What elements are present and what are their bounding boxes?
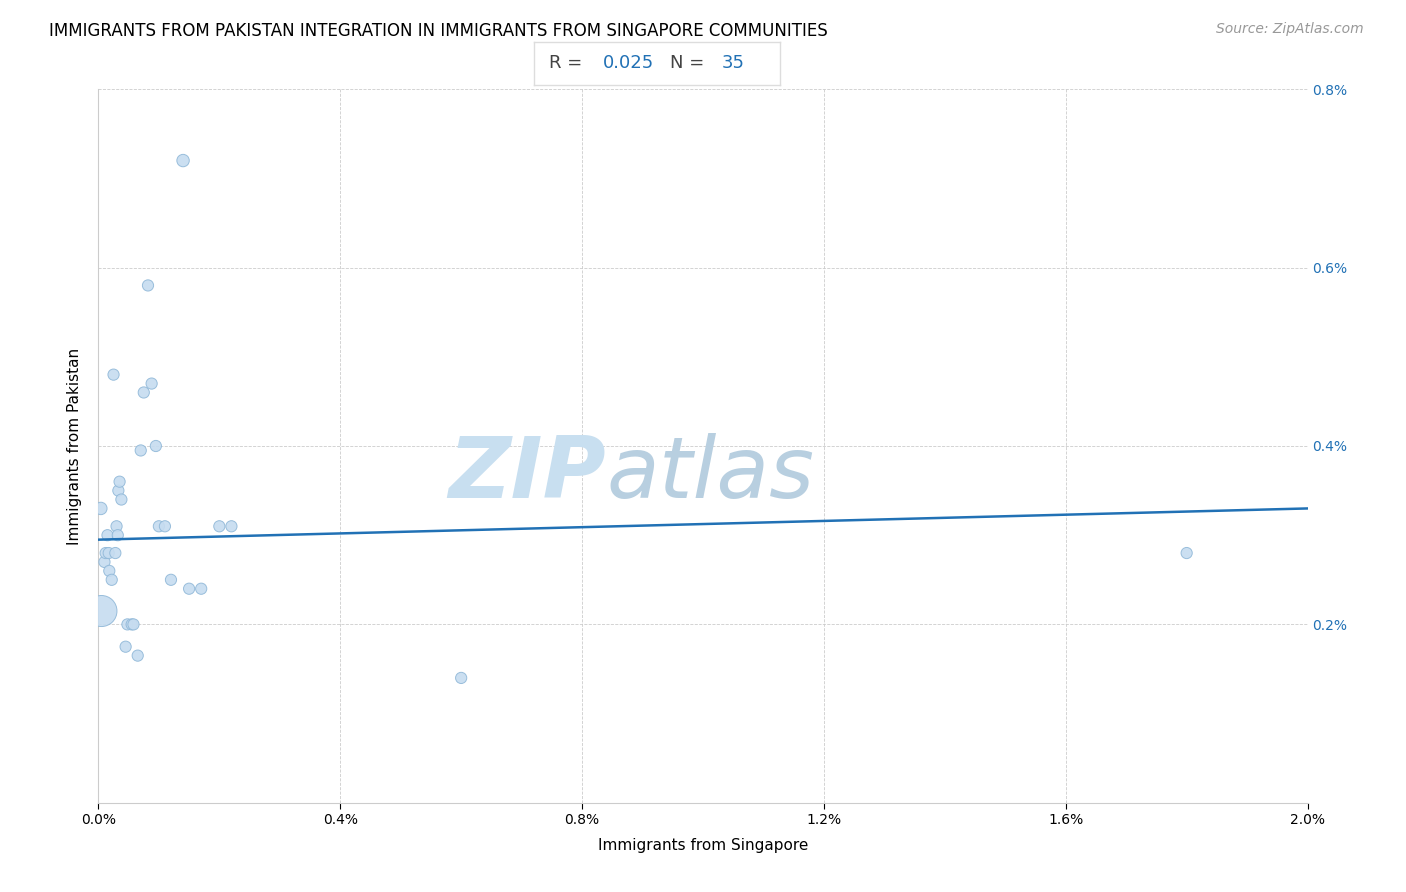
Point [96,528,118,542]
Point [190,582,212,596]
Text: Source: ZipAtlas.com: Source: ZipAtlas.com [1216,22,1364,37]
Point [98,564,121,578]
Point [100,573,122,587]
Point [153,519,176,533]
Point [90,501,112,516]
Point [148,519,170,533]
Text: ZIP: ZIP [449,433,606,516]
Point [104,546,127,560]
Point [221,519,243,533]
Text: atlas: atlas [606,433,814,516]
Point [107,483,129,498]
Point [97,546,120,560]
Text: 0.025: 0.025 [603,54,654,72]
Point [122,617,145,632]
Text: IMMIGRANTS FROM PAKISTAN INTEGRATION IN IMMIGRANTS FROM SINGAPORE COMMUNITIES: IMMIGRANTS FROM PAKISTAN INTEGRATION IN … [49,22,828,40]
Point [132,385,155,400]
Point [450,671,472,685]
Text: N =: N = [669,54,710,72]
Text: R =: R = [548,54,588,72]
Point [105,519,128,533]
Y-axis label: Immigrants from Pakistan: Immigrants from Pakistan [67,348,83,544]
Point [172,153,194,168]
Point [121,617,143,632]
Point [110,492,132,507]
Point [93,555,115,569]
Point [108,475,131,489]
Point [160,573,183,587]
Point [145,439,167,453]
Point [94,546,117,560]
Point [1175,546,1198,560]
X-axis label: Immigrants from Singapore: Immigrants from Singapore [598,838,808,854]
Point [107,528,129,542]
Point [117,617,139,632]
Text: 35: 35 [721,54,744,72]
Point [103,368,125,382]
Point [179,582,201,596]
Point [136,278,159,293]
Point [208,519,231,533]
Point [114,640,136,654]
Point [129,443,152,458]
Point [127,648,149,663]
Point [141,376,163,391]
Point [90,604,112,618]
